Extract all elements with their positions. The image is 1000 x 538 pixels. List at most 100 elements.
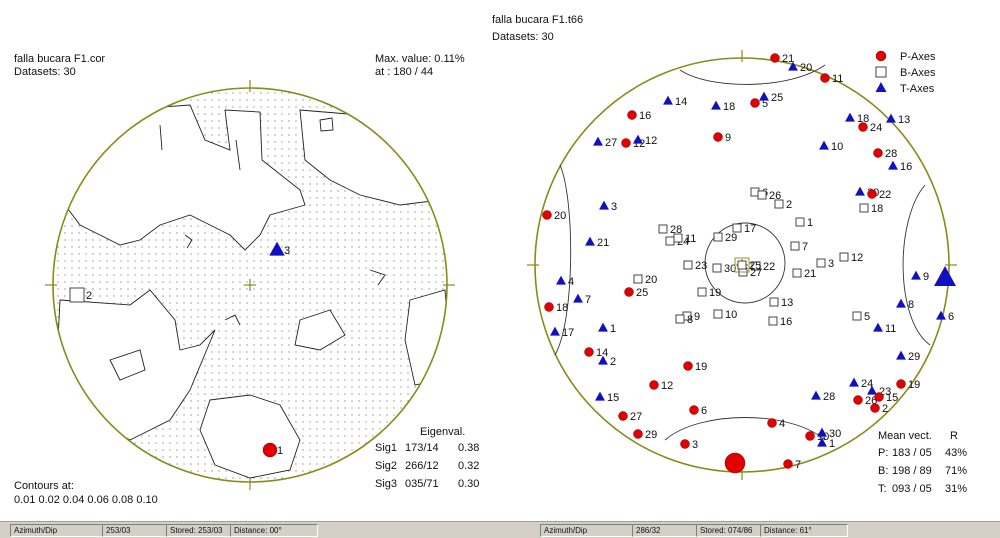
legend-label: P-Axes bbox=[900, 51, 936, 63]
legend-label: B-Axes bbox=[900, 67, 936, 79]
b-axis-point bbox=[658, 224, 668, 234]
t-axis-point bbox=[573, 293, 583, 303]
sigma-orientation: 173/14 bbox=[405, 442, 439, 454]
point-label: 11 bbox=[832, 73, 843, 85]
b-axis-point bbox=[633, 274, 643, 284]
t-axis-point bbox=[595, 391, 605, 401]
t-axis-point bbox=[817, 427, 827, 437]
point-label: 13 bbox=[898, 114, 910, 126]
p-axis-point bbox=[713, 132, 723, 142]
point-label: 5 bbox=[762, 98, 768, 110]
contour-plot-panel: falla bucara F1.cor Datasets: 30 Max. va… bbox=[0, 0, 490, 520]
point-label: 20 bbox=[554, 210, 566, 222]
p-axis-point bbox=[618, 411, 628, 421]
t-axis-point bbox=[759, 91, 769, 101]
point-label: 30 bbox=[724, 263, 736, 275]
b-axis-point bbox=[665, 236, 675, 246]
b-axis-point bbox=[713, 232, 723, 242]
point-label: 18 bbox=[723, 101, 735, 113]
point-label: 21 bbox=[782, 53, 794, 65]
point-label: 10 bbox=[725, 309, 737, 321]
mean-header: Mean vect. bbox=[878, 430, 932, 442]
t-axis-point bbox=[936, 310, 946, 320]
mean-t-axis-point bbox=[934, 266, 956, 286]
b-axis-point bbox=[673, 233, 683, 243]
mean-axis: T: bbox=[878, 483, 887, 495]
status-distance: Distance: 61° bbox=[760, 524, 848, 537]
p-axis-point bbox=[627, 110, 637, 120]
p-axis-point bbox=[805, 431, 815, 441]
p-axis-point bbox=[820, 73, 830, 83]
point-label: 27 bbox=[630, 411, 642, 423]
p-axis-point bbox=[624, 287, 634, 297]
point-label: 14 bbox=[596, 347, 608, 359]
sigma-name: Sig3 bbox=[375, 478, 398, 490]
mean-orientation: 093 / 05 bbox=[892, 483, 932, 495]
t-axis-point bbox=[817, 437, 827, 447]
left-stereonet[interactable]: 3 2 1 bbox=[0, 0, 490, 520]
t-axis-point bbox=[896, 350, 906, 360]
p-axis-point bbox=[770, 53, 780, 63]
t-axis-point bbox=[873, 322, 883, 332]
point-label: 24 bbox=[870, 122, 882, 134]
sigma-name: Sig2 bbox=[375, 460, 398, 472]
right-stereonet[interactable]: 2120111418525162712129182413102816302220… bbox=[490, 0, 1000, 520]
b-axis-point bbox=[859, 203, 869, 213]
point-label: 25 bbox=[771, 92, 783, 104]
p-axis-point bbox=[867, 189, 877, 199]
point-label: 8 bbox=[908, 299, 914, 311]
p-axis-point bbox=[584, 347, 594, 357]
point-label: 11 bbox=[885, 323, 896, 335]
point-label: 16 bbox=[900, 161, 912, 173]
point-label: 11 bbox=[685, 233, 696, 245]
point-label: 16 bbox=[780, 316, 792, 328]
left-title: falla bucara F1.cor bbox=[14, 53, 106, 65]
t-axis-point bbox=[633, 134, 643, 144]
p-axis-point bbox=[621, 138, 631, 148]
t-axis-point bbox=[845, 112, 855, 122]
sigma-orientation: 035/71 bbox=[405, 478, 439, 490]
p-axis-point bbox=[544, 302, 554, 312]
sigma-orientation: 266/12 bbox=[405, 460, 439, 472]
point-label: 14 bbox=[675, 96, 687, 108]
marker-label: 1 bbox=[277, 445, 283, 457]
t-axis-point bbox=[911, 270, 921, 280]
point-label: 9 bbox=[923, 271, 929, 283]
b-axis-point bbox=[757, 190, 767, 200]
t-axis-point bbox=[599, 200, 609, 210]
t-axis-point bbox=[886, 113, 896, 123]
point-label: 18 bbox=[857, 113, 869, 125]
b-axis-point bbox=[795, 217, 805, 227]
point-label: 7 bbox=[802, 241, 808, 253]
p-axis-point bbox=[680, 439, 690, 449]
t-axis-point bbox=[819, 140, 829, 150]
b-axis-point bbox=[769, 297, 779, 307]
point-label: 3 bbox=[611, 201, 617, 213]
point-label: 12 bbox=[661, 380, 673, 392]
sigma-eigenvalue: 0.38 bbox=[458, 442, 480, 454]
point-label: 10 bbox=[831, 141, 843, 153]
point-label: 19 bbox=[709, 287, 721, 299]
p-axis-point bbox=[767, 418, 777, 428]
point-label: 1 bbox=[807, 217, 813, 229]
p-axis-point bbox=[874, 392, 884, 402]
p-axis-point bbox=[870, 403, 880, 413]
t-axis-point bbox=[849, 377, 859, 387]
left-datasets: Datasets: 30 bbox=[14, 66, 76, 78]
point-label: 2 bbox=[610, 356, 616, 368]
point-label: 18 bbox=[871, 203, 883, 215]
sigma-name: Sig1 bbox=[375, 442, 398, 454]
p-axis-point bbox=[858, 122, 868, 132]
point-label: 28 bbox=[670, 224, 682, 236]
t-axis-point bbox=[896, 298, 906, 308]
point-label: 7 bbox=[795, 459, 801, 471]
mean-r-value: 31% bbox=[945, 483, 968, 495]
p-axis-point bbox=[542, 210, 552, 220]
status-azimuth-label: Azimuth/Dip bbox=[540, 524, 633, 537]
b-axis-point bbox=[713, 309, 723, 319]
point-label: 25 bbox=[636, 287, 648, 299]
t-axis-point bbox=[598, 322, 608, 332]
b-axis-point bbox=[839, 252, 849, 262]
t-axis-point bbox=[711, 100, 721, 110]
point-label: 27 bbox=[750, 267, 762, 279]
